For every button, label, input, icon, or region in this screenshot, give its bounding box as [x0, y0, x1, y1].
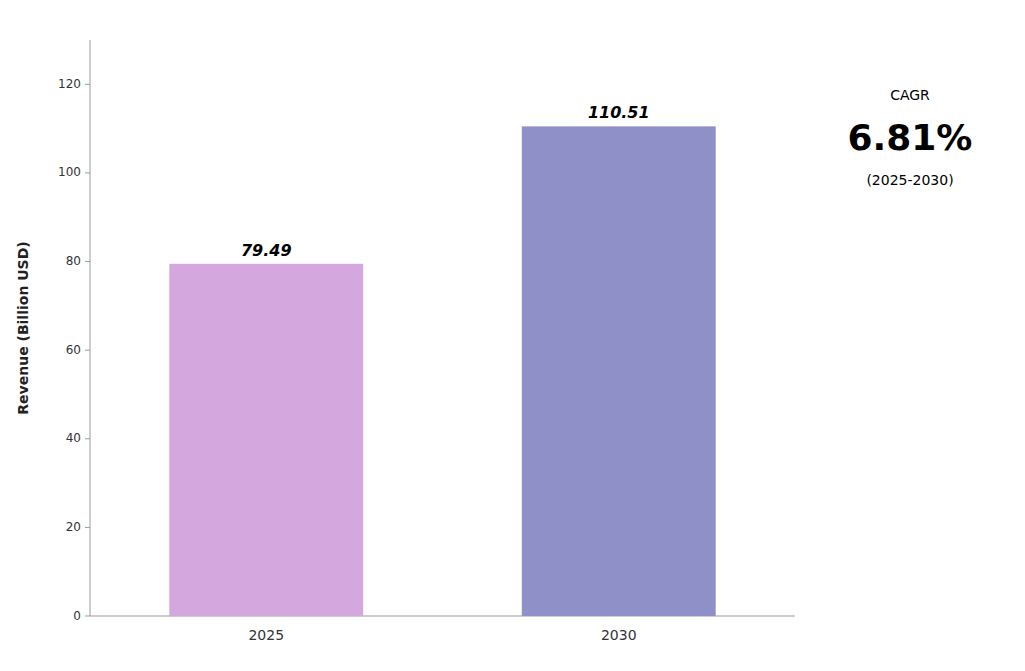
bar	[169, 264, 363, 616]
bar	[522, 126, 716, 616]
chart-container: 0 20 40 60 80 100 120 Revenue (Billion USD) 79.4…	[0, 0, 1025, 671]
y-tick	[85, 172, 90, 173]
y-tick-label: 80	[66, 254, 81, 268]
y-tick	[85, 527, 90, 528]
y-axis-label: Revenue (Billion USD)	[15, 241, 31, 414]
data-label: 110.51	[588, 103, 650, 122]
bars	[169, 126, 715, 616]
y-tick	[85, 350, 90, 351]
x-tick-label: 2030	[601, 627, 637, 643]
y-tick-label: 60	[66, 343, 81, 357]
data-label: 79.49	[241, 241, 292, 260]
x-tick-label: 2025	[248, 627, 284, 643]
y-tick-label: 20	[66, 520, 81, 534]
y-tick-label: 40	[66, 431, 81, 445]
y-tick	[85, 84, 90, 85]
y-tick	[85, 261, 90, 262]
annotation: 6.81%	[848, 117, 973, 158]
y-tick-label: 120	[58, 77, 81, 91]
y-tick	[85, 438, 90, 439]
y-tick-label: 100	[58, 165, 81, 179]
y-tick-label: 0	[73, 609, 81, 623]
annotation: CAGR	[890, 87, 930, 103]
chart-svg: 0 20 40 60 80 100 120 Revenue (Billion USD) 79.4…	[0, 0, 1025, 671]
y-tick	[85, 616, 90, 617]
y-axis-line	[90, 40, 91, 616]
annotation: (2025-2030)	[866, 172, 953, 188]
